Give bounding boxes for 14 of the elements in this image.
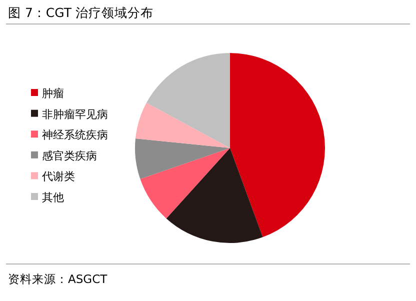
- pie-slice: [146, 53, 230, 148]
- legend-label: 肿瘤: [42, 87, 64, 100]
- pie-slice: [135, 102, 230, 148]
- legend-label: 其他: [42, 191, 64, 204]
- legend-label: 神经系统疾病: [42, 128, 108, 142]
- legend-label: 非肿瘤罕见病: [42, 108, 108, 121]
- chart-title: 图 7：CGT 治疗领域分布: [8, 5, 154, 20]
- legend-label: 感官类疾病: [42, 149, 97, 162]
- pie-slice: [166, 148, 263, 243]
- pie-slice: [135, 138, 230, 180]
- pie-slice: [140, 148, 230, 218]
- pie-slice: [230, 53, 325, 238]
- text: 资料来源：ASGCT: [8, 272, 108, 286]
- legend-label: 代谢类: [41, 170, 75, 184]
